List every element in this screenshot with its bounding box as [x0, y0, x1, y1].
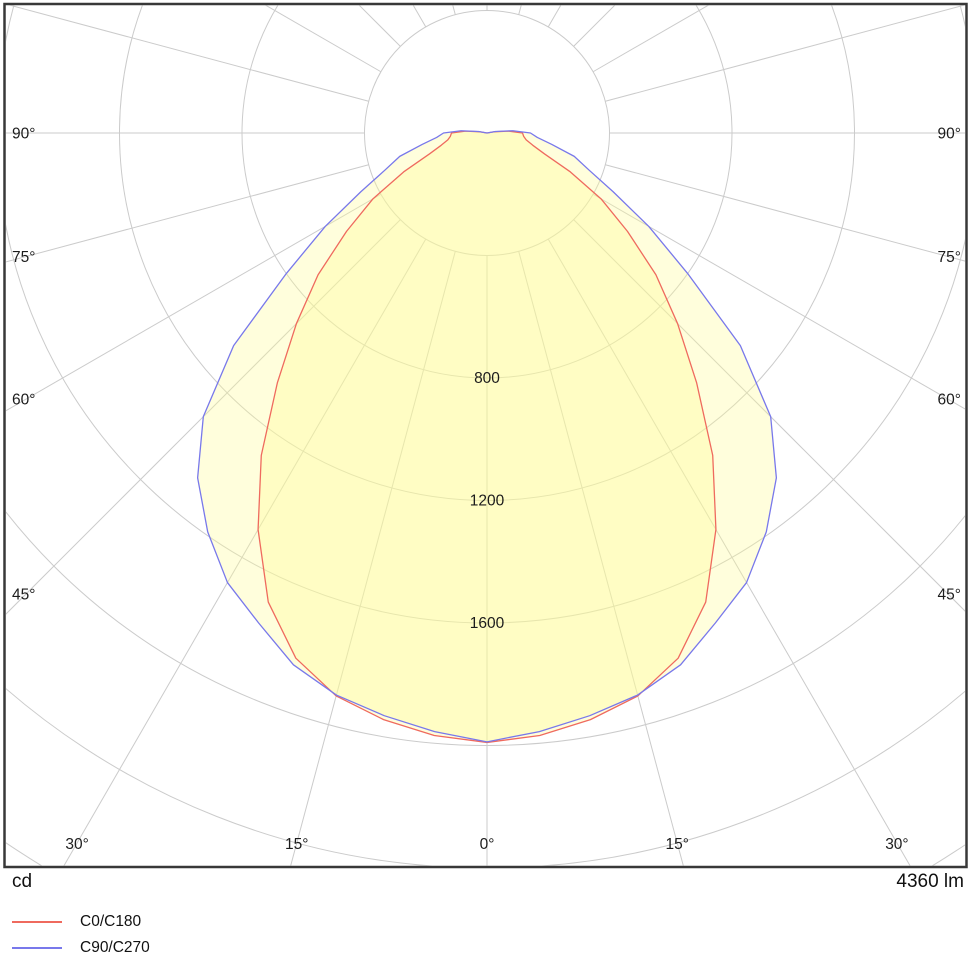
legend-label-1: C90/C270	[80, 939, 150, 956]
legend-label-0: C0/C180	[80, 913, 142, 930]
angle-label-left-75: 75°	[12, 249, 35, 266]
angle-label-bottom-3: 15°	[666, 836, 689, 853]
ring-label-1600: 1600	[470, 615, 505, 632]
intensity-unit-label: cd	[12, 871, 33, 892]
legend: C0/C180 C90/C270	[12, 909, 150, 961]
angle-label-bottom-4: 30°	[885, 836, 908, 853]
grid-ray	[63, 238, 427, 866]
legend-swatch-0	[12, 921, 62, 923]
grid-ray	[9, 5, 369, 102]
luminous-flux-label: 4360 lm	[896, 871, 964, 892]
grid-ray	[265, 5, 382, 73]
grid-ray	[6, 164, 369, 263]
angle-label-bottom-2: 0°	[480, 836, 495, 853]
angle-label-right-75: 75°	[938, 249, 961, 266]
legend-swatch-1	[12, 947, 62, 949]
grid-ray	[452, 5, 456, 15]
angle-label-left-90: 90°	[12, 126, 35, 143]
grid-ray	[358, 5, 401, 47]
grid-ray	[6, 193, 382, 412]
grid-ray	[592, 5, 709, 73]
plot-frame	[3, 2, 968, 869]
angle-label-right-90: 90°	[938, 126, 961, 143]
c90-c270-curve	[196, 130, 778, 743]
grid-ray	[518, 5, 522, 15]
angle-label-right-45: 45°	[938, 587, 961, 604]
c0-c180-fill	[258, 131, 716, 743]
grid-ray	[518, 251, 684, 866]
legend-item-1: C90/C270	[12, 935, 150, 961]
grid-ray	[605, 5, 965, 102]
ring-label-1200: 1200	[470, 493, 505, 510]
angle-label-left-45: 45°	[12, 587, 35, 604]
grid-ray	[573, 219, 965, 612]
grid-ray	[290, 251, 456, 866]
ring-label-800: 800	[474, 370, 500, 387]
grid-ray	[592, 193, 965, 410]
grid-ray	[573, 5, 616, 47]
grid-ray	[605, 164, 965, 262]
grid-ray	[6, 219, 401, 615]
angle-label-bottom-0: 30°	[65, 836, 88, 853]
angle-label-left-60: 60°	[12, 392, 35, 409]
legend-item-0: C0/C180	[12, 909, 150, 935]
angle-label-bottom-1: 15°	[285, 836, 308, 853]
angle-label-right-60: 60°	[938, 392, 961, 409]
grid-ray	[547, 238, 911, 866]
c90-c270-fill	[197, 130, 777, 742]
